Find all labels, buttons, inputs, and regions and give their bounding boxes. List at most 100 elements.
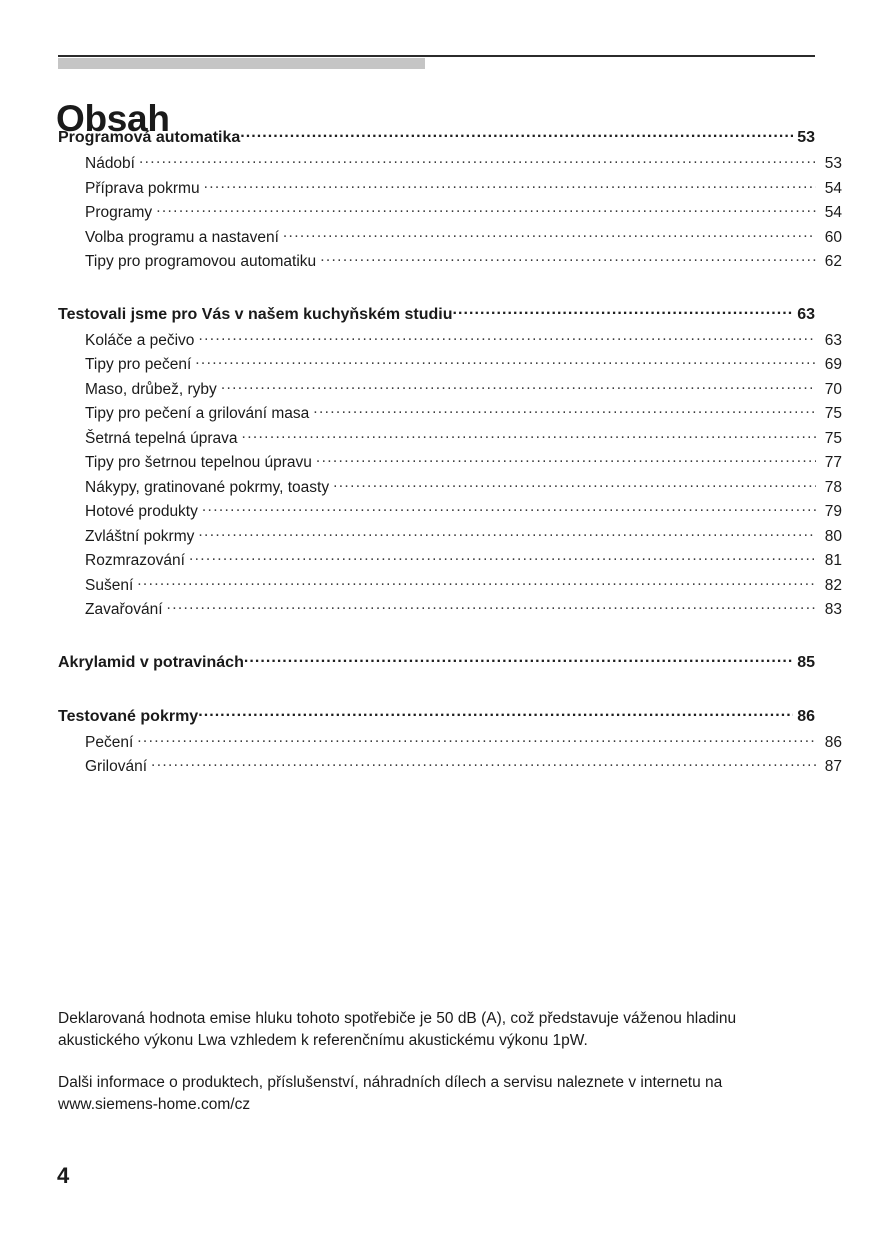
toc-dot-leader [139, 152, 816, 168]
toc-dot-leader [137, 574, 816, 590]
toc-dot-leader [313, 402, 816, 418]
toc-heading-label: Testovali jsme pro Vás v našem kuchyňské… [58, 305, 453, 323]
toc-entry-label: Tipy pro šetrnou tepelnou úpravu [85, 454, 312, 471]
footer-paragraph: Dalši informace o produktech, příslušens… [58, 1074, 723, 1113]
toc-dot-leader [167, 598, 816, 614]
toc-entry-row[interactable]: Tipy pro programovou automatiku 62 [58, 250, 842, 275]
toc-entry-label: Pečení [85, 733, 134, 751]
toc-heading-row[interactable]: Testovali jsme pro Vás v našem kuchyňské… [58, 303, 815, 329]
footer-paragraph: Deklarovaná hodnota emise hluku tohoto s… [58, 1010, 737, 1049]
toc-entry-page: 80 [824, 527, 842, 545]
toc-entry-label: Volba programu a nastavení [85, 228, 279, 246]
toc-dot-leader [316, 451, 816, 467]
toc-entry-page: 62 [824, 253, 842, 270]
toc-heading-page: 85 [797, 653, 815, 671]
toc-dot-leader [204, 177, 816, 193]
toc-dot-leader [151, 755, 816, 771]
page-title: Obsah [56, 97, 170, 139]
toc-entry-page: 77 [824, 454, 842, 471]
toc-dot-leader [195, 353, 816, 369]
toc-dot-leader [137, 731, 816, 747]
toc-section: Akrylamid v potravinách 85 [58, 651, 815, 677]
header-rule [58, 55, 815, 57]
toc-entry-label: Hotové produkty [85, 503, 198, 520]
toc-heading-page: 86 [797, 707, 815, 725]
toc-entry-page: 69 [824, 356, 842, 373]
toc-entry-row[interactable]: Maso, drůbež, ryby 70 [58, 378, 842, 403]
toc-dot-leader [453, 303, 793, 319]
toc-dot-leader [198, 525, 816, 541]
toc-entry-label: Rozmrazování [85, 552, 185, 569]
toc-entry-label: Sušení [85, 576, 134, 594]
toc-entry-row[interactable]: Šetrná tepelná úprava 75 [58, 427, 842, 452]
toc-entry-row[interactable]: Rozmrazování 81 [58, 549, 842, 574]
toc-entry-row[interactable]: Tipy pro pečení 69 [58, 353, 842, 378]
toc-heading-label: Testované pokrmy [58, 707, 199, 725]
toc-entry-row[interactable]: Tipy pro šetrnou tepelnou úpravu 77 [58, 451, 842, 476]
toc-heading-row[interactable]: Akrylamid v potravinách 85 [58, 651, 815, 677]
toc-entry-page: 79 [824, 503, 842, 520]
toc-entry-label: Zvláštní pokrmy [85, 527, 195, 545]
toc-entry-label: Tipy pro pečení [85, 356, 192, 373]
toc-entry-row[interactable]: Hotové produkty 79 [58, 500, 842, 525]
toc-entry-row[interactable]: Zavařování 83 [58, 598, 842, 623]
toc-dot-leader [333, 476, 816, 492]
toc-entry-row[interactable]: Nákypy, gratinované pokrmy, toasty 78 [58, 476, 842, 501]
toc-entry-row[interactable]: Grilování 87 [58, 755, 842, 780]
toc-heading-label: Akrylamid v potravinách [58, 653, 244, 671]
toc-entry-page: 54 [824, 179, 842, 197]
page-number: 4 [57, 1163, 70, 1188]
toc-entry-page: 60 [824, 228, 842, 246]
toc-dot-leader [242, 427, 816, 443]
toc-entry-page: 75 [824, 405, 842, 422]
toc-entry-label: Koláče a pečivo [85, 331, 195, 349]
toc-section: Testované pokrmy 86 Pečení 86 Grilování 87 [58, 705, 842, 780]
toc-entry-page: 78 [824, 478, 842, 496]
toc-entry-label: Příprava pokrmu [85, 179, 200, 197]
toc-entry-label: Grilování [85, 758, 148, 775]
toc-entry-page: 82 [824, 576, 842, 594]
toc-entry-row[interactable]: Pečení 86 [58, 731, 842, 756]
toc-heading-row[interactable]: Programová automatika 53 [58, 126, 815, 152]
toc-entry-row[interactable]: Příprava pokrmu 54 [58, 177, 842, 202]
toc-dot-leader [189, 549, 816, 565]
toc-dot-leader [244, 651, 793, 667]
toc-entry-label: Maso, drůbež, ryby [85, 380, 217, 398]
toc-heading-row[interactable]: Testované pokrmy 86 [58, 705, 815, 731]
toc-entry-row[interactable]: Volba programu a nastavení 60 [58, 226, 842, 251]
toc-dot-leader [202, 500, 816, 516]
toc-entry-row[interactable]: Koláče a pečivo 63 [58, 329, 842, 354]
toc-dot-leader [320, 250, 816, 266]
toc-section: Programová automatika 53 Nádobí 53 Příprava … [58, 126, 842, 275]
toc-entry-page: 70 [824, 380, 842, 398]
toc-dot-leader [198, 705, 793, 721]
toc-section: Testovali jsme pro Vás v našem kuchyňské… [58, 303, 842, 623]
toc-entry-page: 81 [824, 552, 842, 569]
toc-entry-row[interactable]: Nádobí 53 [58, 152, 842, 177]
toc-dot-leader [240, 126, 793, 142]
toc-entry-label: Šetrná tepelná úprava [85, 429, 238, 447]
toc-entry-row[interactable]: Programy 54 [58, 201, 842, 226]
toc-dot-leader [221, 378, 816, 394]
toc-entry-page: 75 [824, 429, 842, 447]
toc-entry-row[interactable]: Sušení 82 [58, 574, 842, 599]
table-of-contents: Programová automatika 53 Nádobí 53 Příprava … [58, 126, 842, 780]
toc-dot-leader [198, 329, 816, 345]
toc-heading-label: Programová automatika [58, 129, 241, 146]
toc-dot-leader [156, 201, 816, 217]
toc-entry-label: Zavařování [85, 601, 163, 618]
header-accent-bar [58, 58, 425, 69]
toc-entry-label: Nádobí [85, 155, 135, 172]
toc-entry-row[interactable]: Tipy pro pečení a grilování masa 75 [58, 402, 842, 427]
toc-entry-label: Programy [85, 204, 153, 221]
toc-dot-leader [283, 226, 816, 242]
toc-entry-page: 53 [824, 155, 842, 172]
toc-heading-page: 63 [797, 305, 815, 323]
toc-entry-label: Tipy pro programovou automatiku [85, 253, 317, 270]
toc-entry-page: 63 [824, 331, 842, 349]
toc-entry-label: Nákypy, gratinované pokrmy, toasty [85, 478, 330, 496]
toc-entry-page: 54 [824, 204, 842, 221]
toc-entry-row[interactable]: Zvláštní pokrmy 80 [58, 525, 842, 550]
toc-entry-page: 87 [824, 758, 842, 775]
